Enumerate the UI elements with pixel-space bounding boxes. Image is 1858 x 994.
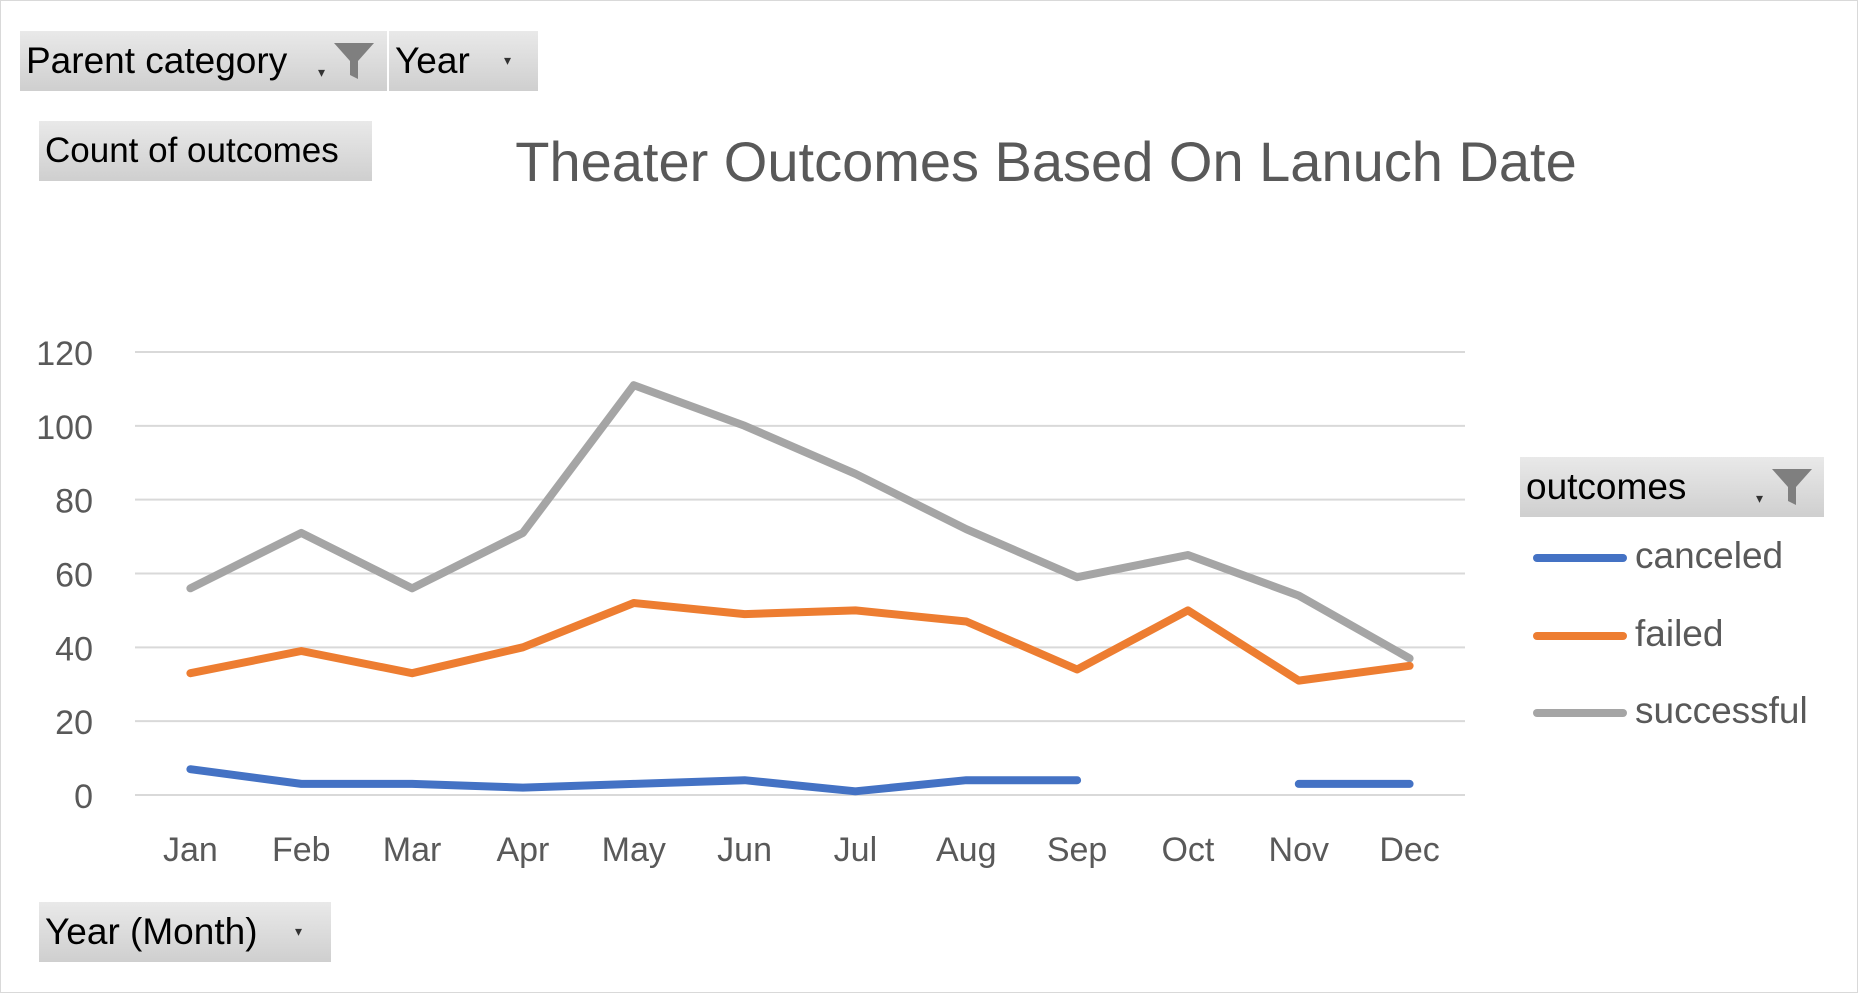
y-tick-label: 100 xyxy=(36,409,93,447)
x-tick-label: Jul xyxy=(834,831,877,869)
x-tick-label: Sep xyxy=(1047,831,1108,869)
y-tick-label: 20 xyxy=(55,704,93,742)
series-line-failed xyxy=(190,603,1409,681)
x-tick-label: Aug xyxy=(936,831,997,869)
x-tick-label: Oct xyxy=(1161,831,1214,869)
series-line-canceled xyxy=(190,769,1077,791)
legend-swatch-canceled xyxy=(1533,554,1627,562)
dropdown-arrow-icon: ▾ xyxy=(1756,491,1763,505)
x-tick-label: Dec xyxy=(1379,831,1439,869)
filter-funnel-icon xyxy=(1770,465,1814,509)
y-tick-label: 0 xyxy=(74,778,93,816)
y-tick-label: 80 xyxy=(55,483,93,521)
year-month-filter-button[interactable]: Year (Month) ▾ xyxy=(39,902,331,962)
x-tick-label: May xyxy=(602,831,666,869)
x-tick-label: Jan xyxy=(163,831,218,869)
year-month-label: Year (Month) xyxy=(45,911,258,953)
outcomes-label: outcomes xyxy=(1526,466,1686,508)
outcomes-filter-button[interactable]: outcomes ▾ xyxy=(1520,457,1824,517)
legend-swatch-successful xyxy=(1533,709,1627,717)
dropdown-arrow-icon: ▾ xyxy=(295,924,302,938)
x-tick-label: Jun xyxy=(717,831,772,869)
y-tick-label: 60 xyxy=(55,557,93,595)
x-tick-label: Apr xyxy=(496,831,549,869)
y-tick-label: 120 xyxy=(36,335,93,373)
legend-label-failed: failed xyxy=(1635,613,1723,655)
legend-label-successful: successful xyxy=(1635,690,1808,732)
x-tick-label: Nov xyxy=(1269,831,1329,869)
legend-label-canceled: canceled xyxy=(1635,535,1783,577)
x-tick-label: Mar xyxy=(383,831,442,869)
y-tick-label: 40 xyxy=(55,630,93,668)
legend-swatch-failed xyxy=(1533,632,1627,640)
x-tick-label: Feb xyxy=(272,831,331,869)
